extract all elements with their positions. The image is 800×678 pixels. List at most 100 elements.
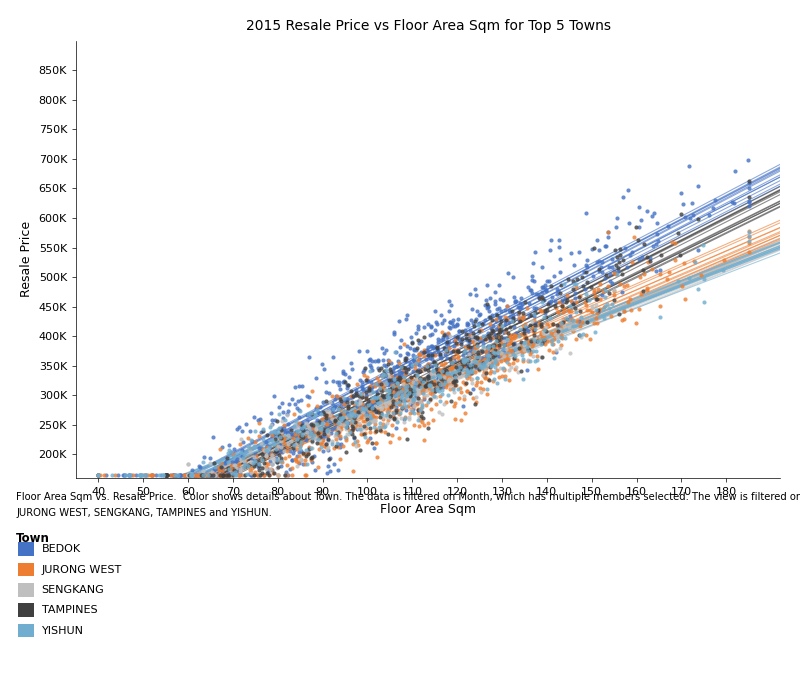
Point <box>330 437 343 448</box>
Point <box>490 344 503 355</box>
Point <box>382 391 395 402</box>
Point <box>409 352 422 363</box>
Point <box>528 333 541 344</box>
Point <box>379 420 392 431</box>
Point <box>159 470 172 481</box>
Point <box>742 195 755 206</box>
Point <box>197 470 210 481</box>
Point <box>192 470 205 481</box>
Point <box>293 431 306 441</box>
Point <box>395 361 408 372</box>
Point <box>348 397 361 408</box>
Point <box>196 470 209 481</box>
Point <box>541 336 554 346</box>
Point <box>402 401 414 412</box>
Point <box>265 407 278 418</box>
Point <box>181 470 194 481</box>
Point <box>526 351 539 361</box>
Point <box>581 304 594 315</box>
Point <box>594 304 606 315</box>
Point <box>276 407 289 418</box>
Point <box>251 415 264 426</box>
Point <box>403 399 416 410</box>
Point <box>370 405 382 416</box>
Point <box>567 325 580 336</box>
Point <box>497 363 510 374</box>
Point <box>534 321 547 332</box>
Point <box>375 426 388 437</box>
Point <box>206 467 219 478</box>
Point <box>413 349 426 360</box>
Point <box>306 420 319 431</box>
Point <box>438 378 451 389</box>
Point <box>411 371 424 382</box>
Point <box>417 384 430 395</box>
Point <box>547 271 560 281</box>
Point <box>306 436 318 447</box>
Point <box>394 342 406 353</box>
Point <box>522 355 534 366</box>
Point <box>369 427 382 438</box>
Point <box>528 324 541 335</box>
Point <box>464 367 477 378</box>
Point <box>218 470 231 481</box>
Point <box>354 424 366 435</box>
Point <box>182 458 194 469</box>
Point <box>390 386 402 397</box>
Point <box>581 317 594 327</box>
Point <box>448 372 461 383</box>
Point <box>294 421 306 432</box>
Point <box>602 280 614 291</box>
Point <box>122 470 135 481</box>
Point <box>213 443 226 454</box>
Point <box>448 355 461 366</box>
Point <box>514 293 527 304</box>
Point <box>201 470 214 481</box>
Point <box>395 366 408 377</box>
Point <box>386 411 399 422</box>
Point <box>337 441 350 452</box>
Point <box>451 314 464 325</box>
Point <box>446 360 459 371</box>
Point <box>419 354 432 365</box>
Point <box>425 404 438 415</box>
Point <box>314 416 327 426</box>
Point <box>482 357 495 367</box>
Point <box>531 363 544 374</box>
Point <box>279 470 292 481</box>
Point <box>207 470 220 481</box>
Point <box>357 384 370 395</box>
Point <box>512 309 525 320</box>
Point <box>230 456 242 466</box>
Point <box>466 378 478 388</box>
Point <box>281 426 294 437</box>
Point <box>506 310 519 321</box>
Point <box>366 405 379 416</box>
Point <box>174 470 187 481</box>
Point <box>572 292 585 302</box>
Point <box>371 406 384 417</box>
Point <box>513 313 526 323</box>
Point <box>160 470 173 481</box>
Point <box>302 431 315 441</box>
Point <box>422 319 434 330</box>
Point <box>610 268 622 279</box>
Point <box>498 327 510 338</box>
Point <box>332 441 345 452</box>
Point <box>311 407 324 418</box>
Point <box>481 349 494 360</box>
Point <box>551 306 564 317</box>
Point <box>336 409 349 420</box>
Point <box>254 414 266 424</box>
Point <box>291 444 304 455</box>
Point <box>455 414 468 425</box>
Point <box>416 386 429 397</box>
Point <box>316 397 329 407</box>
Point <box>320 395 333 406</box>
Point <box>92 470 105 481</box>
Point <box>602 226 614 237</box>
Point <box>234 464 246 475</box>
Point <box>410 397 423 408</box>
Point <box>357 366 370 377</box>
Point <box>268 415 281 426</box>
